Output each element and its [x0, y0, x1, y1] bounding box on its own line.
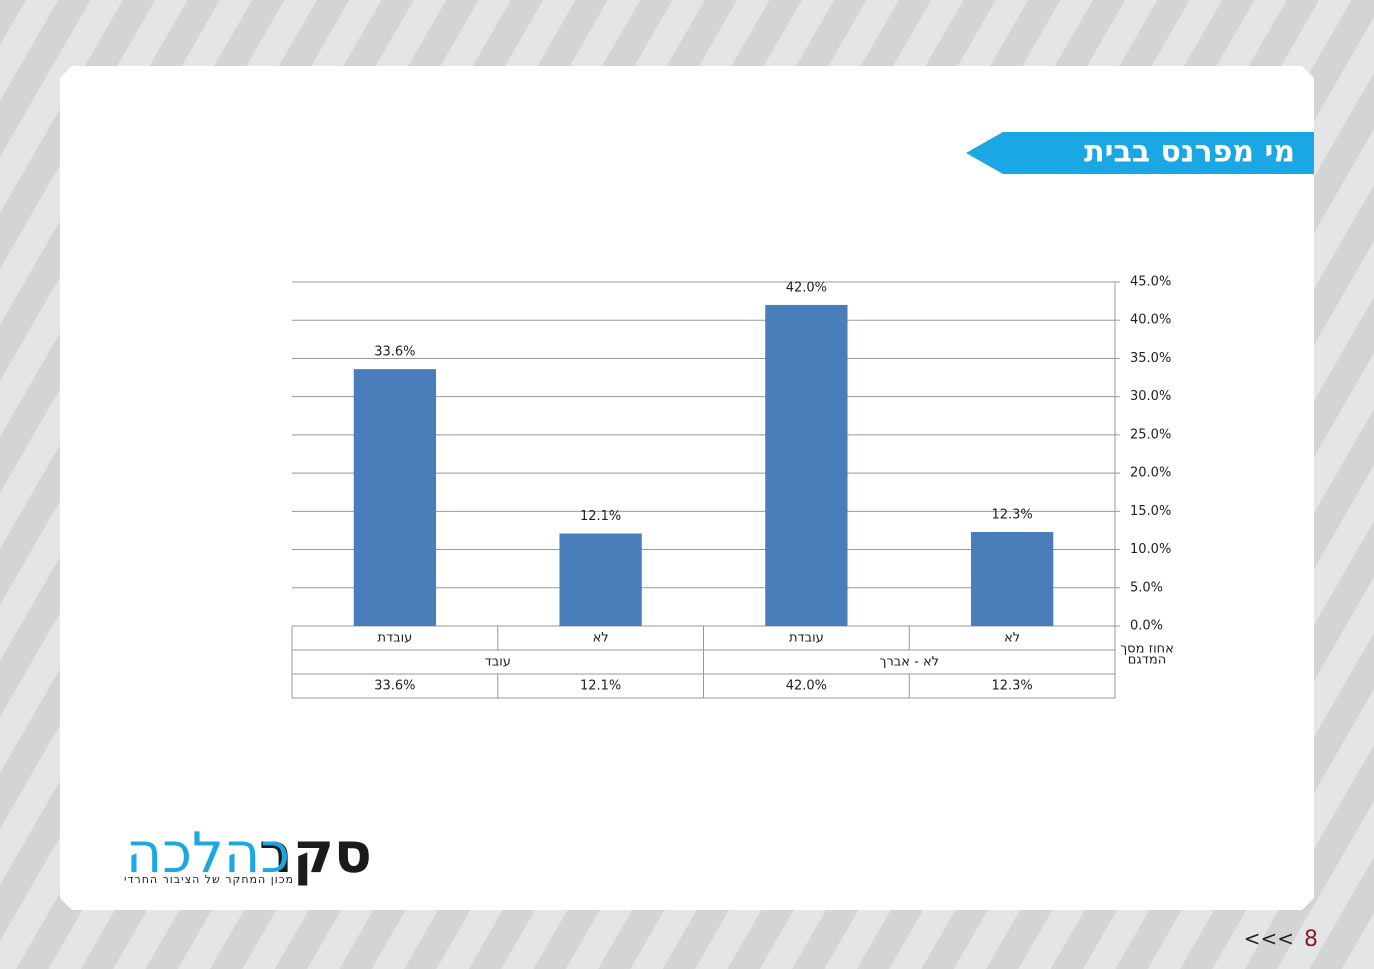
bar: [353, 369, 437, 626]
y-tick-label: 45.0%: [1130, 275, 1171, 290]
y-tick-label: 30.0%: [1130, 389, 1171, 404]
x-tick-label: עובדת: [789, 631, 824, 646]
bar: [559, 533, 642, 626]
chart-title: מי מפרנס בבית: [1084, 135, 1295, 170]
table-value: 33.6%: [374, 679, 415, 694]
group-label: עובד: [485, 655, 511, 670]
page-arrows: <<<: [1244, 927, 1294, 951]
y-tick-label: 15.0%: [1130, 504, 1171, 519]
y-tick-label: 5.0%: [1130, 580, 1163, 595]
logo-tagline: מכון המחקר של הציבור החרדי: [124, 873, 294, 886]
data-label: 42.0%: [786, 280, 827, 295]
y-tick-label: 10.0%: [1130, 542, 1171, 557]
x-tick-label: לא: [593, 631, 609, 646]
data-label: 33.6%: [374, 345, 415, 360]
logo-first: סקר: [259, 821, 372, 886]
table-value: 42.0%: [786, 679, 827, 694]
y-tick-label: 0.0%: [1130, 619, 1163, 634]
data-label: 12.3%: [991, 507, 1032, 522]
x-tick-label: לא: [1004, 631, 1020, 646]
y-tick-label: 20.0%: [1130, 466, 1171, 481]
bar: [970, 531, 1054, 626]
card: [60, 66, 1314, 910]
bar: [765, 304, 848, 626]
x-tick-label: עובדת: [377, 631, 412, 646]
data-label: 12.1%: [580, 509, 621, 524]
page-number: 8: [1304, 927, 1318, 952]
table-row-label: אחוז מסך: [1120, 642, 1174, 657]
logo-second: כהלכה: [126, 821, 290, 886]
group-label: לא - אברך: [879, 655, 939, 670]
y-tick-label: 40.0%: [1130, 313, 1171, 328]
title-banner: [966, 132, 1314, 174]
y-tick-label: 35.0%: [1130, 351, 1171, 366]
table-value: 12.1%: [580, 679, 621, 694]
y-tick-label: 25.0%: [1130, 427, 1171, 442]
table-value: 12.3%: [991, 679, 1032, 694]
table-row-label: המדגם: [1128, 653, 1166, 668]
